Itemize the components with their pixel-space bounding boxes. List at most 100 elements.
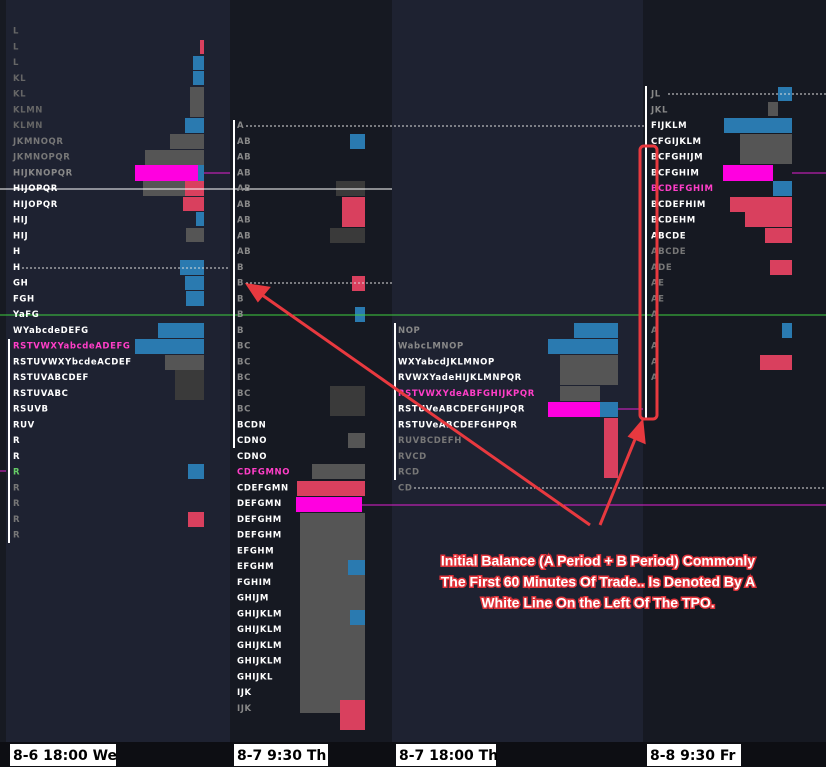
tpo-row: BCDN xyxy=(237,420,266,430)
date-label: 8-7 9:30 Th xyxy=(237,748,326,764)
tpo-row: KL xyxy=(13,74,26,84)
tpo-row: RSUVB xyxy=(13,405,49,415)
tpo-row: A xyxy=(237,121,244,131)
tpo-row: HIJ xyxy=(13,216,28,226)
tpo-row: RVCD xyxy=(398,452,427,462)
tpo-row: A xyxy=(651,373,658,383)
tpo-row: RSTUVWXYbcdeACDEF xyxy=(13,357,132,367)
tpo-row: FGHIM xyxy=(237,578,272,588)
tpo-row: R xyxy=(13,436,20,446)
tpo-row: JKL xyxy=(650,105,668,115)
date-box xyxy=(647,744,741,766)
date-labels: 8-6 18:00 We 8-7 9:30 Th 8-7 18:00 Th 8-8 9… xyxy=(10,744,741,766)
tpo-row: KLMN xyxy=(13,105,43,115)
tpo-row: L xyxy=(13,27,19,37)
tpo-row: AB xyxy=(237,231,251,241)
tpo-row: L xyxy=(13,58,19,68)
tpo-row: ADE xyxy=(651,263,672,273)
tpo-row: BC xyxy=(237,389,251,399)
date-box xyxy=(10,744,116,766)
tpo-row: AB xyxy=(237,153,251,163)
tpo-row: EFGHM xyxy=(237,546,274,556)
tpo-row: CDEFGMN xyxy=(237,483,289,493)
tpo-row: RUV xyxy=(13,420,35,430)
tpo-row: IJK xyxy=(237,704,252,714)
tpo-row: BC xyxy=(237,342,251,352)
tpo-row: GH xyxy=(13,279,28,289)
tpo-row: CDNO xyxy=(237,436,267,446)
tpo-row: CFGIJKLM xyxy=(651,137,702,147)
tpo-row: BCFGHIM xyxy=(651,168,699,178)
tpo-row: HIJKNOPQR xyxy=(13,168,73,178)
tpo-row: B xyxy=(237,310,244,320)
tpo-row: KLMN xyxy=(13,121,43,131)
tpo-row: A xyxy=(651,342,658,352)
tpo-row: WabcLMNOP xyxy=(398,342,464,352)
annotation-shapes xyxy=(244,144,659,527)
tpo-row: YaFG xyxy=(12,310,39,320)
tpo-row: BCDEFHIM xyxy=(651,200,706,210)
tpo-row: RUVBCDEFH xyxy=(398,436,462,446)
tpo-row: RSTUVABC xyxy=(13,389,68,399)
tpo-row: GHIJKLM xyxy=(237,609,282,619)
tpo-row: ABCDE xyxy=(651,231,686,241)
tpo-row: R xyxy=(13,515,20,525)
tpo-row: AB xyxy=(237,200,251,210)
tpo-row: JL xyxy=(650,90,661,100)
date-label: 8-8 9:30 Fr xyxy=(650,748,736,764)
tpo-row: BC xyxy=(237,373,251,383)
tpo-row: BC xyxy=(237,405,251,415)
tpo-row: BCDEFGHIM xyxy=(651,184,714,194)
tpo-row: HIJOPQR xyxy=(13,200,58,210)
tpo-row: BCFGHIJM xyxy=(651,153,703,163)
tpo-row: AB xyxy=(237,216,251,226)
tpo-row: FIJKLM xyxy=(651,121,687,131)
tpo-row: AB xyxy=(237,137,251,147)
tpo-row: IJK xyxy=(237,688,252,698)
tpo-row: GHIJKLM xyxy=(237,625,282,635)
tpo-row: WYabcdeDEFG xyxy=(13,326,89,336)
tpo-row: BC xyxy=(237,357,251,367)
tpo-row: R xyxy=(13,468,20,478)
annotation-line: White Line On the Left Of The TPO. xyxy=(481,595,714,611)
tpo-row: RSTUVeABCDEFGHPQR xyxy=(398,420,518,430)
tpo-rows: LLLKLKLKLMNKLMNJKMNOQRJKMNOPQRHIJKNOPQRH… xyxy=(12,27,714,714)
reference-lines xyxy=(0,86,826,543)
tpo-row: L xyxy=(13,42,19,52)
tpo-row: KL xyxy=(13,90,26,100)
tpo-row: R xyxy=(13,452,20,462)
annotation: Initial Balance (A Period + B Period) Co… xyxy=(439,551,757,612)
tpo-row: AB xyxy=(237,168,251,178)
tpo-row: A xyxy=(651,357,658,367)
tpo-row: DEFGMN xyxy=(237,499,282,509)
tpo-row: DEFGHM xyxy=(237,515,282,525)
tpo-row: A xyxy=(651,326,658,336)
date-label: 8-7 18:00 Th xyxy=(399,748,498,764)
tpo-row: CDNO xyxy=(237,452,267,462)
tpo-row: B xyxy=(237,279,244,289)
tpo-row: JKMNOPQR xyxy=(12,153,70,163)
annotation-line: Initial Balance (A Period + B Period) Co… xyxy=(441,553,755,569)
tpo-row: HIJ xyxy=(13,231,28,241)
tpo-row: AB xyxy=(237,184,251,194)
tpo-row: B xyxy=(237,294,244,304)
tpo-row: GHIJM xyxy=(237,594,269,604)
tpo-row: AB xyxy=(237,247,251,257)
tpo-row: FGH xyxy=(13,294,35,304)
profile-bars xyxy=(135,40,792,730)
tpo-row: CD xyxy=(398,483,413,493)
tpo-row: HIJOPQR xyxy=(13,184,58,194)
tpo-row: H xyxy=(13,247,21,257)
tpo-row: R xyxy=(13,531,20,541)
tpo-row: JKMNOQR xyxy=(12,137,64,147)
date-label: 8-6 18:00 We xyxy=(13,748,117,764)
tpo-row: BCDEHM xyxy=(651,216,696,226)
date-box xyxy=(396,744,496,766)
annotation-line: The First 60 Minutes Of Trade.. Is Denot… xyxy=(441,574,756,590)
tpo-row: H xyxy=(13,263,21,273)
tpo-row: GHIJKLM xyxy=(237,657,282,667)
tpo-row: GHIJKL xyxy=(237,672,273,682)
tpo-row: GHIJKLM xyxy=(237,641,282,651)
tpo-row: EFGHM xyxy=(237,562,274,572)
